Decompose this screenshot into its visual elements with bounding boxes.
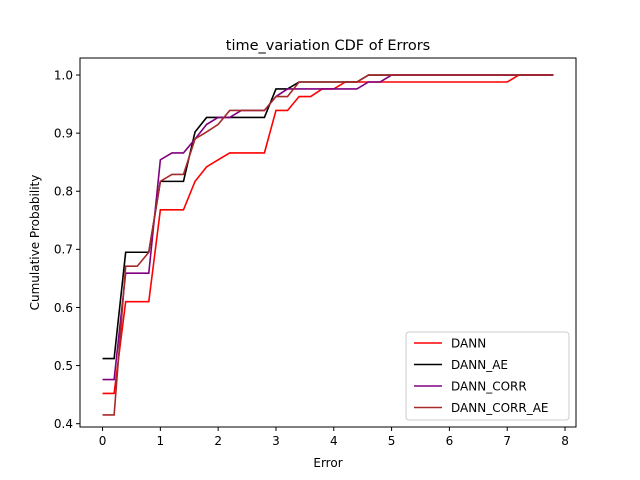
legend-label: DANN_CORR	[451, 379, 527, 393]
legend-label: DANN_AE	[451, 358, 508, 372]
plot-area-frame	[79, 57, 577, 428]
y-tick-label: 1.0	[54, 68, 73, 82]
series-line-dann-corr-ae	[102, 74, 554, 416]
y-tick-label: 0.6	[54, 301, 73, 315]
legend: DANN DANN_AE DANN_CORR DANN_CORR_AE	[405, 331, 570, 421]
legend-label: DANN	[451, 336, 486, 350]
x-axis-ticks: 0 1 2 3 4 5 6 7 8	[99, 427, 569, 448]
x-tick-label: 8	[561, 434, 569, 448]
y-axis-ticks: 0.4 0.5 0.6 0.7 0.8 0.9 1.0	[54, 68, 80, 431]
y-tick-label: 0.8	[54, 185, 73, 199]
y-tick-label: 0.7	[54, 243, 73, 257]
x-tick-label: 1	[157, 434, 165, 448]
x-axis-label: Error	[313, 456, 342, 470]
y-tick-label: 0.5	[54, 359, 73, 373]
x-tick-label: 3	[272, 434, 280, 448]
x-tick-label: 7	[503, 434, 511, 448]
y-tick-label: 0.9	[54, 126, 73, 140]
x-tick-label: 0	[99, 434, 107, 448]
x-tick-label: 2	[214, 434, 222, 448]
x-tick-label: 6	[446, 434, 454, 448]
plot-lines	[102, 74, 554, 416]
legend-entries: DANN DANN_AE DANN_CORR DANN_CORR_AE	[414, 336, 548, 415]
legend-label: DANN_CORR_AE	[451, 401, 548, 415]
y-tick-label: 0.4	[54, 417, 73, 431]
legend-box	[405, 331, 570, 421]
y-axis-label: Cumulative Probability	[28, 175, 42, 311]
chart-title: time_variation CDF of Errors	[226, 38, 430, 54]
x-tick-label: 4	[330, 434, 338, 448]
x-tick-label: 5	[388, 434, 396, 448]
